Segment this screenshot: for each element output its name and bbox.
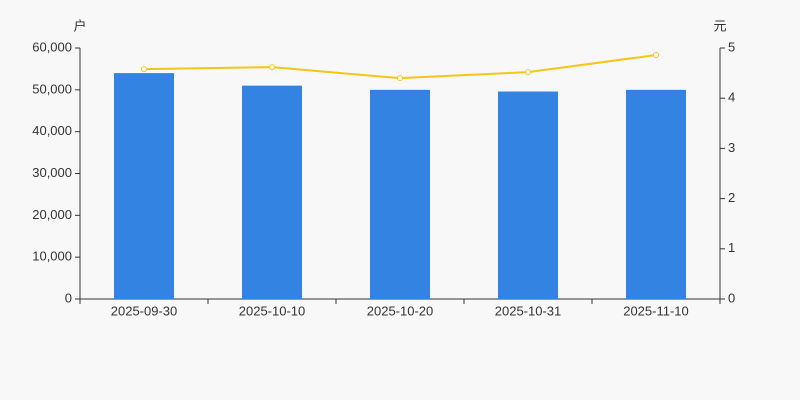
y-tick-label: 10,000 [32,249,72,264]
bar [114,73,174,299]
x-tick-label: 2025-10-31 [495,303,562,318]
x-tick-label: 2025-10-20 [367,303,434,318]
y-tick-label: 60,000 [32,39,72,54]
y-tick-label: 20,000 [32,207,72,222]
y-tick-label: 0 [65,290,72,305]
line-point [269,64,275,71]
x-tick-label: 2025-09-30 [111,303,178,318]
bar [242,85,302,300]
line-point [141,66,147,73]
y-axis-label: 户 [73,18,86,33]
line-point [525,69,531,76]
y-tick-label: 30,000 [32,165,72,180]
y2-axis-label: 元 [713,18,726,33]
y2-tick-label: 3 [728,140,735,155]
y-tick-label: 40,000 [32,123,72,138]
y2-tick-label: 4 [728,90,735,105]
y2-tick-label: 5 [728,39,735,54]
line-point [653,52,659,59]
y2-tick-label: 1 [728,240,735,255]
x-tick-label: 2025-11-10 [623,303,689,318]
y-tick-label: 50,000 [32,81,72,96]
bar [498,91,558,299]
x-tick-label: 2025-10-10 [239,303,306,318]
y2-tick-label: 0 [728,290,735,305]
bar [370,89,430,299]
bar [626,89,686,299]
line-point [397,75,403,82]
y2-tick-label: 2 [728,190,735,205]
